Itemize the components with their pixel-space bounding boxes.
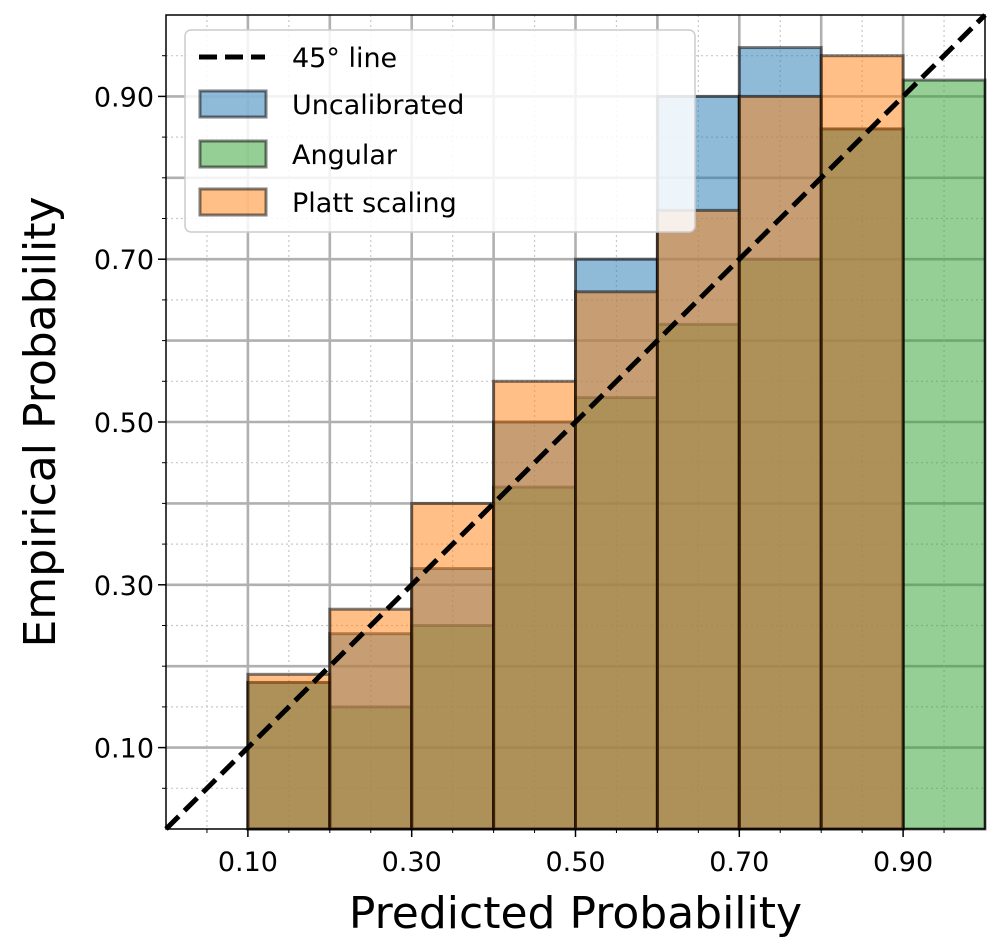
bar-platt-scaling: [737, 94, 823, 831]
legend-box: [184, 29, 696, 233]
x-axis-title: Predicted Probability: [349, 888, 802, 939]
legend-label-uncalibrated: Uncalibrated: [292, 90, 464, 121]
bar-platt-scaling: [246, 672, 332, 831]
legend-swatch-platt-scaling: [198, 187, 268, 217]
reference-line-layer: [164, 13, 987, 831]
x-tick-label: 0.90: [873, 847, 933, 878]
x-tick-label: 0.50: [545, 847, 605, 878]
bar-platt-scaling: [328, 607, 414, 831]
y-tick-label: 0.50: [94, 408, 154, 439]
y-tick-label: 0.90: [94, 82, 154, 113]
bar-platt-scaling: [410, 501, 496, 831]
reference-line-45: [164, 13, 987, 831]
legend-label-reference-line: 45° line: [292, 43, 397, 74]
legend-label-platt-scaling: Platt scaling: [292, 188, 457, 219]
y-tick-label: 0.10: [94, 734, 154, 765]
x-tick-label: 0.30: [382, 847, 442, 878]
x-tick-label: 0.70: [709, 847, 769, 878]
bar-angular: [901, 78, 987, 831]
legend: 45° line Uncalibrated Angular Platt scaling: [184, 29, 696, 233]
y-axis-title: Empirical Probability: [15, 196, 66, 647]
y-tick-label: 0.30: [94, 571, 154, 602]
bar-platt-scaling: [492, 379, 578, 831]
legend-label-angular: Angular: [292, 140, 398, 171]
y-tick-label: 0.70: [94, 245, 154, 276]
ticks: 0.10 0.30 0.50 0.70 0.90 0.10 0.30 0.50 0.70 0.90: [94, 55, 945, 878]
bar-platt-scaling: [655, 208, 741, 831]
x-tick-label: 0.10: [218, 847, 278, 878]
legend-swatch-angular: [198, 139, 268, 169]
bar-platt-scaling: [819, 54, 905, 831]
bar-platt-scaling: [574, 290, 659, 831]
legend-swatch-uncalibrated: [198, 89, 268, 119]
